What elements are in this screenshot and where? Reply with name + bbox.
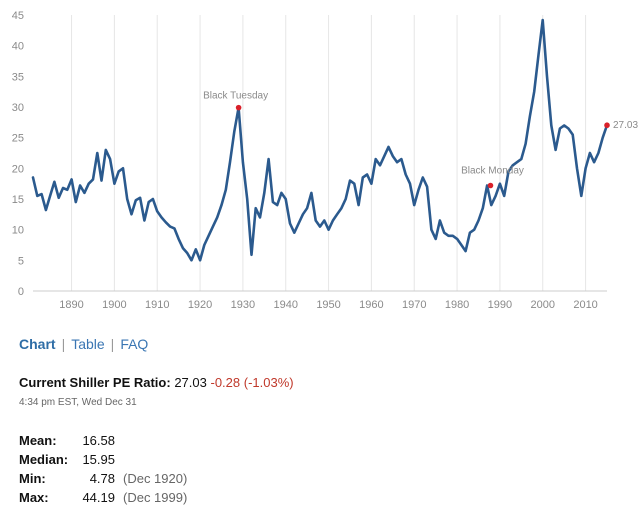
x-tick-label: 1950	[316, 299, 340, 311]
x-tick-label: 1900	[102, 299, 126, 311]
x-tick-label: 1890	[59, 299, 83, 311]
annotation-label: Black Monday	[461, 166, 524, 177]
y-tick-label: 5	[18, 255, 24, 267]
x-tick-label: 2010	[573, 299, 597, 311]
y-tick-label: 20	[12, 163, 24, 175]
x-tick-label: 1910	[145, 299, 169, 311]
nav-faq-link[interactable]: FAQ	[120, 336, 149, 352]
stat-value: 44.19	[82, 490, 115, 505]
nav-table-link[interactable]: Table	[71, 336, 105, 352]
nav-chart-link[interactable]: Chart	[19, 336, 56, 352]
nav-separator: |	[110, 336, 115, 352]
nav-separator: |	[61, 336, 66, 352]
stat-label: Median:	[19, 452, 69, 467]
stat-row-median: Median: 15.95	[19, 450, 187, 469]
annotation-marker	[487, 182, 494, 189]
y-tick-label: 30	[12, 102, 24, 114]
x-tick-label: 1980	[445, 299, 469, 311]
chart-view-nav: Chart | Table | FAQ	[19, 336, 148, 352]
stat-label: Max:	[19, 490, 49, 505]
annotation-label: 27.03	[613, 120, 638, 131]
x-tick-label: 1960	[359, 299, 383, 311]
y-tick-label: 45	[12, 10, 24, 22]
timestamp: 4:34 pm EST, Wed Dec 31	[19, 397, 137, 408]
annotation-label: Black Tuesday	[203, 91, 268, 102]
stat-row-min: Min: 4.78 (Dec 1920)	[19, 469, 187, 488]
y-tick-label: 35	[12, 71, 24, 83]
current-pe-change: -0.28 (-1.03%)	[210, 375, 294, 390]
x-tick-label: 1920	[188, 299, 212, 311]
x-tick-label: 1930	[231, 299, 255, 311]
x-tick-label: 2000	[531, 299, 555, 311]
stat-value: 15.95	[82, 452, 115, 467]
x-tick-label: 1970	[402, 299, 426, 311]
y-tick-label: 0	[18, 286, 24, 298]
stat-date: (Dec 1920)	[123, 471, 188, 486]
y-tick-label: 10	[12, 225, 24, 237]
stats-table: Mean: 16.58 Median: 15.95 Min: 4.78 (Dec 192…	[19, 431, 187, 507]
x-tick-label: 1990	[488, 299, 512, 311]
y-tick-label: 15	[12, 194, 24, 206]
stat-row-mean: Mean: 16.58	[19, 431, 187, 450]
stat-label: Min:	[19, 471, 46, 486]
stat-value: 16.58	[82, 433, 115, 448]
current-pe-value: 27.03	[174, 375, 207, 390]
stat-value: 4.78	[89, 471, 115, 486]
current-pe-label: Current Shiller PE Ratio:	[19, 375, 171, 390]
series-line-shiller-pe	[31, 18, 609, 262]
stat-label: Mean:	[19, 433, 57, 448]
current-pe-line: Current Shiller PE Ratio: 27.03 -0.28 (-…	[19, 375, 294, 390]
stat-row-max: Max: 44.19 (Dec 1999)	[19, 488, 187, 507]
shiller-pe-chart: 0 5 10 15 20 25 30 35 40 45 1890 1900 1910 1920 1930 1…	[12, 10, 639, 311]
y-tick-label: 40	[12, 41, 24, 53]
x-tick-label: 1940	[273, 299, 297, 311]
annotation-marker	[235, 104, 242, 111]
y-tick-label: 25	[12, 133, 24, 145]
annotation-marker	[604, 122, 610, 129]
stat-date: (Dec 1999)	[123, 490, 188, 505]
